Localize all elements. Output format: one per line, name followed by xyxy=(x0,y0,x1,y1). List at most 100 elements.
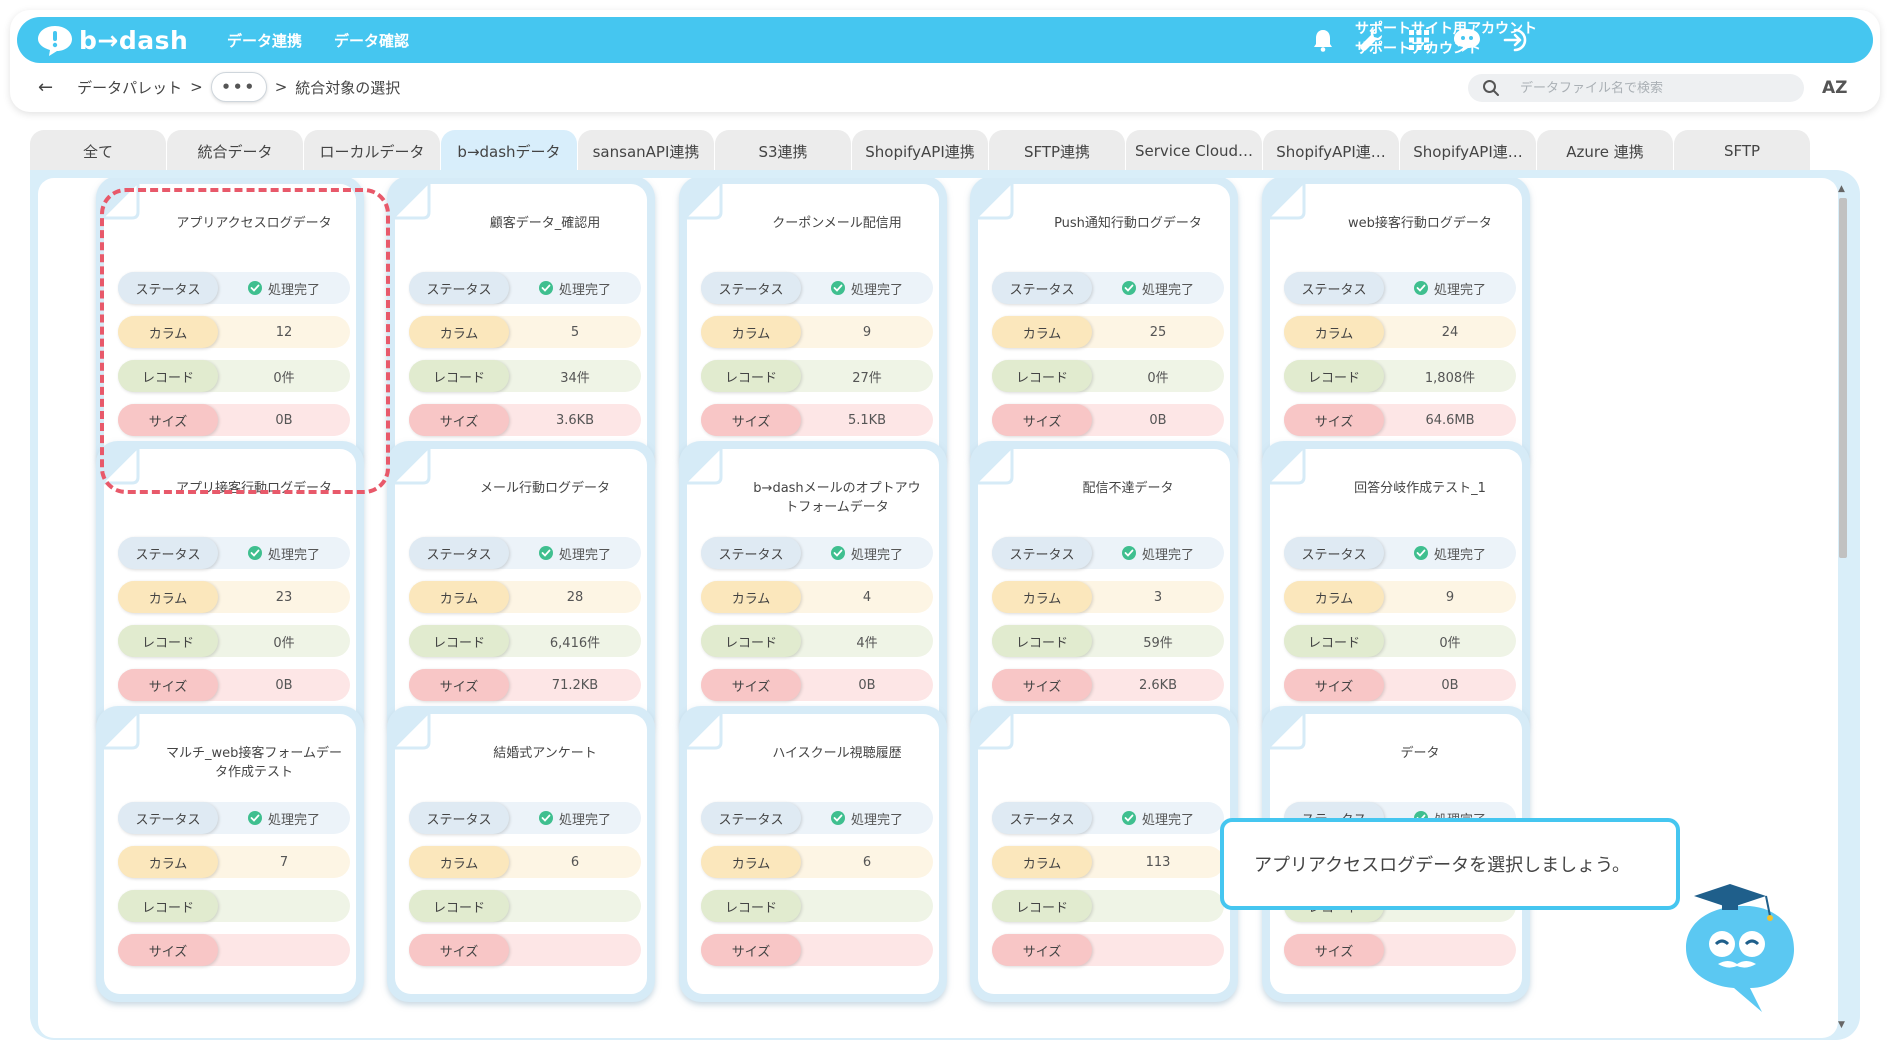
file-fold-icon xyxy=(978,184,1014,220)
card-label-size: サイズ xyxy=(992,669,1092,701)
card-value-text: 9 xyxy=(862,324,872,340)
card-label-records: レコード xyxy=(992,890,1092,922)
data-file-card[interactable]: クーポンメール配信用 ステータス 処理完了 カラム 9 レコード 27件 サイズ… xyxy=(679,178,947,472)
card-value-text: 処理完了 xyxy=(850,812,903,828)
check-circle-icon xyxy=(247,811,262,825)
mascot-help-icon[interactable] xyxy=(1451,24,1483,56)
card-value-text: 処理完了 xyxy=(267,812,320,828)
guide-tooltip: アプリアクセスログデータを選択しましょう。 xyxy=(1220,818,1680,910)
card-row-status: ステータス 処理完了 xyxy=(992,272,1224,304)
card-value-text: 処理完了 xyxy=(1141,547,1194,563)
wrench-icon[interactable] xyxy=(1355,24,1387,56)
card-label-status: ステータス xyxy=(992,272,1092,304)
card-label-status: ステータス xyxy=(701,802,801,834)
file-fold-icon xyxy=(687,449,723,485)
nav-data-integration[interactable]: データ連携 xyxy=(227,31,303,50)
logout-icon[interactable] xyxy=(1501,24,1533,56)
tab-0[interactable]: 全て xyxy=(30,130,167,172)
card-row-status: ステータス 処理完了 xyxy=(118,802,350,834)
tab-11[interactable]: Azure 連携 xyxy=(1537,130,1674,172)
data-file-card[interactable]: 結婚式アンケート ステータス 処理完了 カラム 6 レコード サイズ xyxy=(387,706,655,1002)
card-row-size: サイズ 0B xyxy=(118,404,350,436)
card-row-size: サイズ xyxy=(701,934,933,966)
card-label-status: ステータス xyxy=(701,272,801,304)
card-value-text: 0B xyxy=(275,412,293,428)
card-body: 顧客データ_確認用 ステータス 処理完了 カラム 5 レコード 34件 サイズ … xyxy=(395,184,647,464)
tab-9[interactable]: ShopifyAPI連… xyxy=(1263,130,1400,172)
data-file-card[interactable]: ステータス 処理完了 カラム 113 レコード サイズ xyxy=(970,706,1238,1002)
card-title: ハイスクール視聴履歴 xyxy=(772,746,902,761)
card-value-text: 6 xyxy=(862,854,872,870)
card-label-status: ステータス xyxy=(701,537,801,569)
card-label-columns: カラム xyxy=(118,846,218,878)
scroll-down-icon[interactable]: ▼ xyxy=(1838,1020,1845,1030)
tab-12[interactable]: SFTP xyxy=(1674,130,1811,172)
card-value-size: 64.6MB xyxy=(1384,404,1516,436)
selection-highlight xyxy=(100,188,390,494)
tab-6[interactable]: ShopifyAPI連携 xyxy=(852,130,989,172)
card-value-text: 34件 xyxy=(560,370,590,386)
data-file-card[interactable]: b→dashメールのオプトアウトフォームデータ ステータス 処理完了 カラム 4… xyxy=(679,441,947,737)
tab-3[interactable]: b→dashデータ xyxy=(441,130,578,172)
card-row-size: サイズ 2.6KB xyxy=(992,669,1224,701)
breadcrumb-more-button[interactable]: ••• xyxy=(210,72,267,102)
card-row-columns: カラム 9 xyxy=(1284,581,1516,613)
card-value-columns: 23 xyxy=(218,581,350,613)
check-circle-icon xyxy=(1413,281,1428,295)
card-value-text: 処理完了 xyxy=(558,282,611,298)
check-circle-icon xyxy=(1121,546,1136,560)
tab-2[interactable]: ローカルデータ xyxy=(304,130,441,172)
sort-az-icon[interactable]: AZ xyxy=(1822,78,1848,98)
scroll-up-icon[interactable]: ▲ xyxy=(1838,184,1845,194)
data-file-card[interactable]: ハイスクール視聴履歴 ステータス 処理完了 カラム 6 レコード サイズ xyxy=(679,706,947,1002)
card-value-size: 5.1KB xyxy=(801,404,933,436)
card-title: 顧客データ_確認用 xyxy=(489,216,601,231)
card-row-size: サイズ xyxy=(992,934,1224,966)
tab-4[interactable]: sansanAPI連携 xyxy=(578,130,715,172)
data-file-card[interactable]: web接客行動ログデータ ステータス 処理完了 カラム 24 レコード 1,80… xyxy=(1262,178,1530,472)
data-file-card[interactable]: 顧客データ_確認用 ステータス 処理完了 カラム 5 レコード 34件 サイズ … xyxy=(387,178,655,472)
tab-5[interactable]: S3連携 xyxy=(715,130,852,172)
breadcrumb: ← データパレット > ••• > 統合対象の選択 xyxy=(38,72,400,102)
card-value-size xyxy=(1092,934,1224,966)
search-input[interactable] xyxy=(1520,80,1780,96)
tab-7[interactable]: SFTP連携 xyxy=(989,130,1126,172)
check-circle-icon xyxy=(1121,281,1136,295)
back-arrow-icon[interactable]: ← xyxy=(38,76,54,98)
grid-icon[interactable] xyxy=(1403,24,1435,56)
card-title: クーポンメール配信用 xyxy=(772,216,902,231)
card-value-columns: 24 xyxy=(1384,316,1516,348)
logo[interactable]: b→dash xyxy=(35,20,195,60)
bell-icon[interactable] xyxy=(1307,24,1339,56)
card-row-columns: カラム 12 xyxy=(118,316,350,348)
data-file-card[interactable]: メール行動ログデータ ステータス 処理完了 カラム 28 レコード 6,416件… xyxy=(387,441,655,737)
card-row-records: レコード 4件 xyxy=(701,625,933,657)
check-circle-icon xyxy=(538,281,553,295)
data-file-card[interactable]: アプリアクセスログデータ ステータス 処理完了 カラム 12 レコード 0件 サ… xyxy=(96,178,364,472)
tab-8[interactable]: Service Cloud… xyxy=(1126,130,1263,172)
data-file-card[interactable]: 回答分岐作成テスト_1 ステータス 処理完了 カラム 9 レコード 0件 サイズ… xyxy=(1262,441,1530,737)
scroll-thumb[interactable] xyxy=(1839,198,1847,558)
tab-10[interactable]: ShopifyAPI連… xyxy=(1400,130,1537,172)
tab-1[interactable]: 統合データ xyxy=(167,130,304,172)
nav-data-check[interactable]: データ確認 xyxy=(334,31,410,50)
card-value-text: 71.2KB xyxy=(551,677,599,693)
card-row-size: サイズ 71.2KB xyxy=(409,669,641,701)
card-value-status: 処理完了 xyxy=(509,802,641,834)
file-fold-icon xyxy=(978,714,1014,750)
card-label-status: ステータス xyxy=(118,272,218,304)
scrollbar[interactable]: ▲ ▼ xyxy=(1836,184,1850,1034)
data-file-card[interactable]: マルチ_web接客フォームデータ作成テスト ステータス 処理完了 カラム 7 レ… xyxy=(96,706,364,1002)
breadcrumb-root[interactable]: データパレット xyxy=(77,78,183,97)
account-info[interactable]: サポートサイト用アカウント サポートアカウント xyxy=(1355,19,1537,59)
card-value-size: 0B xyxy=(801,669,933,701)
data-file-card[interactable]: 配信不達データ ステータス 処理完了 カラム 3 レコード 59件 サイズ 2.… xyxy=(970,441,1238,737)
card-label-records: レコード xyxy=(118,625,218,657)
file-fold-icon xyxy=(978,449,1014,485)
data-file-card[interactable]: Push通知行動ログデータ ステータス 処理完了 カラム 25 レコード 0件 … xyxy=(970,178,1238,472)
card-label-status: ステータス xyxy=(118,537,218,569)
card-row-status: ステータス 処理完了 xyxy=(701,537,933,569)
card-row-records: レコード 0件 xyxy=(992,360,1224,392)
card-label-columns: カラム xyxy=(992,581,1092,613)
card-body: アプリ接客行動ログデータ ステータス 処理完了 カラム 23 レコード 0件 サ… xyxy=(104,449,356,729)
